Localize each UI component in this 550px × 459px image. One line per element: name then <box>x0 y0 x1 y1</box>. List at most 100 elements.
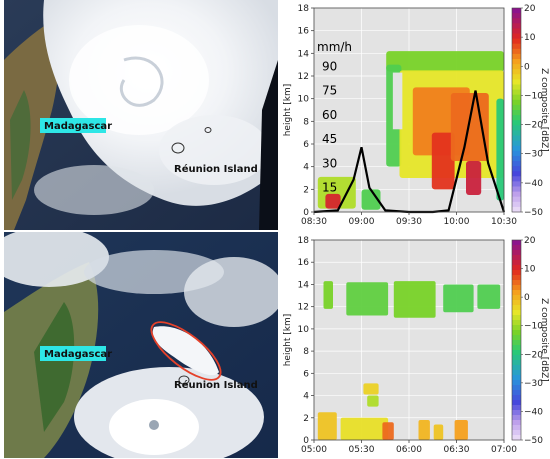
colorbar-segment <box>512 295 521 301</box>
madagascar-label: Madagascar <box>44 349 112 360</box>
colorbar-segment <box>512 255 521 261</box>
colorbar-segment <box>512 115 521 121</box>
y-tick-label: 18 <box>298 4 310 14</box>
colorbar-segment <box>512 415 521 421</box>
colorbar-tick-label: −30 <box>524 150 543 160</box>
colorbar-segment <box>512 18 521 24</box>
rain-rate-tick-label: 15 <box>322 181 337 195</box>
colorbar-segment <box>512 310 521 316</box>
colorbar-segment <box>512 110 521 116</box>
x-tick-label: 08:30 <box>301 217 327 227</box>
reflectivity-cell <box>382 422 394 440</box>
colorbar-tick-label: −20 <box>524 121 543 131</box>
colorbar-segment <box>512 53 521 60</box>
colorbar-segment <box>512 290 521 296</box>
colorbar-segment <box>512 150 521 157</box>
x-tick-label: 05:00 <box>301 445 327 455</box>
reflectivity-cell <box>361 189 381 210</box>
colorbar-segment <box>512 275 521 281</box>
colorbar-tick-label: −20 <box>524 350 543 360</box>
rain-rate-tick-label: 75 <box>322 84 337 98</box>
colorbar-frame <box>511 239 522 441</box>
y-tick-label: 8 <box>303 117 309 127</box>
colorbar-tick-label: −50 <box>524 436 543 446</box>
y-tick-label: 12 <box>298 72 309 82</box>
colorbar-segment <box>512 250 521 256</box>
y-tick-label: 6 <box>303 369 309 379</box>
colorbar-segment <box>512 186 521 193</box>
colorbar-segment <box>512 23 521 29</box>
colorbar-segment <box>512 140 521 147</box>
x-tick-label: 07:00 <box>491 445 517 455</box>
y-tick-label: 4 <box>303 392 309 402</box>
colorbar-segment <box>512 161 521 167</box>
colorbar-segment <box>512 430 521 436</box>
colorbar-tick-label: 20 <box>524 236 536 246</box>
clear-gap <box>392 72 403 130</box>
colorbar-segment <box>512 240 521 246</box>
reflectivity-cell <box>450 93 489 161</box>
colorbar-segment <box>512 176 521 182</box>
radar-chart-bottom: 0 2 4 6 8 10 12 14 16 18 05:00 05:30 06:00 06:30 07:00… <box>280 232 550 458</box>
y-tick-label: 6 <box>303 140 309 150</box>
colorbar-segment <box>512 166 521 172</box>
colorbar-segment <box>512 365 521 371</box>
reflectivity-cell <box>433 424 444 440</box>
colorbar-segment <box>512 206 521 213</box>
colorbar-segment <box>512 64 521 70</box>
colorbar-tick-label: −40 <box>524 179 543 189</box>
y-tick-label: 0 <box>303 208 309 218</box>
colorbar-segment <box>512 79 521 85</box>
colorbar-segment <box>512 405 521 411</box>
y-tick-label: 14 <box>298 49 310 59</box>
reflectivity-cell <box>317 412 337 440</box>
colorbar-segment <box>512 285 521 291</box>
colorbar-label: Z composite [dBZ] <box>539 298 549 382</box>
colorbar-segment <box>512 33 521 40</box>
colorbar-segment <box>512 360 521 366</box>
colorbar-segment <box>512 171 521 177</box>
reflectivity-cell <box>454 420 468 440</box>
colorbar-segment <box>512 120 521 126</box>
colorbar-segment <box>512 305 521 311</box>
colorbar-tick-label: −10 <box>524 91 543 101</box>
colorbar: 20 10 0 −10 −20 −30 −40 −50 Z composite [dBZ] <box>511 4 549 218</box>
satellite-image-bottom: Madagascar Réunion Island <box>4 232 278 458</box>
colorbar-segment <box>512 135 521 142</box>
colorbar-segment <box>512 48 521 55</box>
colorbar-segment <box>512 130 521 136</box>
colorbar-tick-label: 10 <box>524 33 536 43</box>
colorbar-segment <box>512 335 521 341</box>
colorbar-segment <box>512 89 521 96</box>
colorbar-segment <box>512 330 521 336</box>
colorbar-segment <box>512 435 521 441</box>
colorbar-segment <box>512 74 521 80</box>
y-tick-label: 4 <box>303 163 309 173</box>
x-tick-label: 05:30 <box>349 445 375 455</box>
y-tick-label: 10 <box>298 325 310 335</box>
colorbar-segment <box>512 370 521 376</box>
colorbar-segment <box>512 191 521 198</box>
colorbar-segment <box>512 400 521 406</box>
radar-chart-top: mm/h 15 30 45 60 75 90 0 2 4 6 8 10 12 14 16 18 08:30 09:0… <box>280 0 550 230</box>
rain-rate-tick-label: 45 <box>322 132 337 146</box>
colorbar-segment <box>512 355 521 361</box>
colorbar-segment <box>512 425 521 431</box>
reflectivity-cell <box>367 395 379 407</box>
colorbar-segment <box>512 320 521 326</box>
colorbar-segment <box>512 300 521 306</box>
satellite-image-top: Madagascar Réunion Island <box>4 0 278 230</box>
reflectivity-field <box>317 51 504 210</box>
colorbar-segment <box>512 380 521 386</box>
highlight-ellipse <box>150 321 222 381</box>
x-tick-label: 10:30 <box>491 217 517 227</box>
y-tick-label: 2 <box>303 414 309 424</box>
colorbar-segment <box>512 69 521 75</box>
colorbar-segment <box>512 315 521 321</box>
colorbar-segment <box>512 125 521 131</box>
x-tick-label: 09:30 <box>396 217 422 227</box>
colorbar-segment <box>512 99 521 106</box>
colorbar-tick-label: 20 <box>524 4 536 14</box>
y-tick-label: 8 <box>303 347 309 357</box>
reunion-island-outline <box>171 142 185 154</box>
